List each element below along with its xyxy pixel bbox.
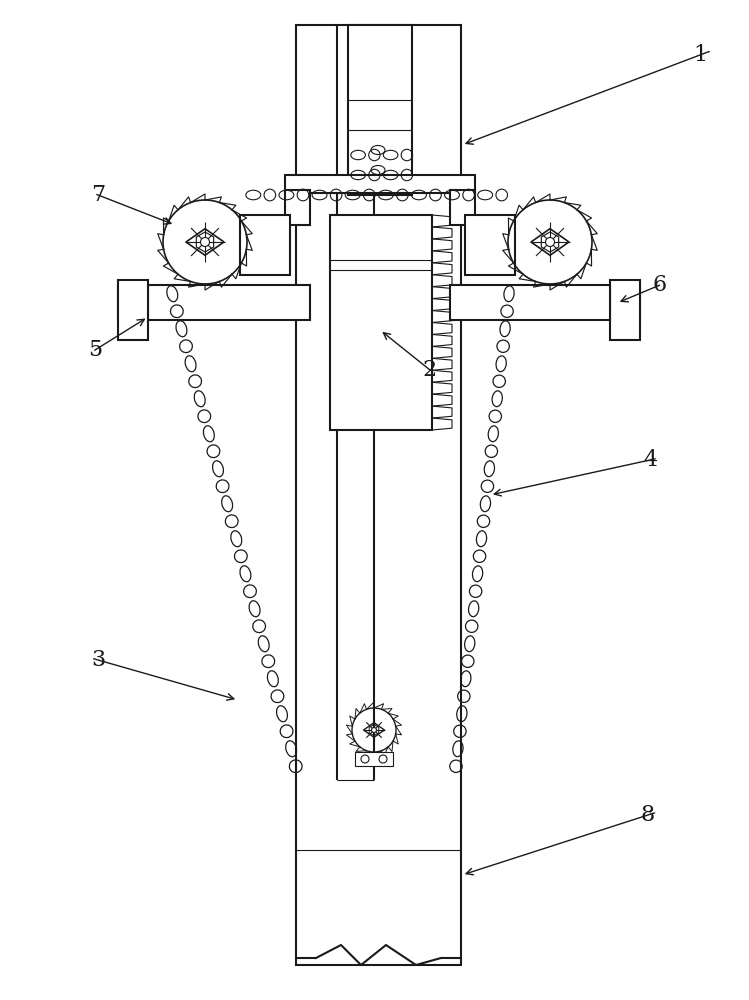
Circle shape	[379, 755, 387, 763]
Circle shape	[545, 237, 554, 246]
Text: 8: 8	[641, 804, 655, 826]
Circle shape	[361, 755, 369, 763]
Text: 2: 2	[423, 359, 437, 381]
Bar	[465, 215, 515, 275]
Circle shape	[372, 728, 377, 732]
Bar	[285, 175, 475, 193]
Text: 6: 6	[653, 274, 667, 296]
Text: 1: 1	[693, 44, 707, 66]
Bar	[118, 280, 148, 340]
Bar	[348, 25, 412, 195]
Text: 3: 3	[91, 649, 105, 671]
Bar	[450, 285, 640, 320]
Bar	[610, 280, 640, 340]
Bar	[355, 752, 393, 766]
Text: 4: 4	[643, 449, 657, 471]
Bar	[450, 190, 475, 225]
Bar	[330, 215, 432, 430]
Bar	[118, 285, 310, 320]
Bar	[285, 190, 310, 225]
Bar	[296, 25, 461, 965]
Bar	[240, 215, 290, 275]
Text: 5: 5	[88, 339, 102, 361]
Circle shape	[201, 237, 210, 246]
Text: 7: 7	[91, 184, 105, 206]
